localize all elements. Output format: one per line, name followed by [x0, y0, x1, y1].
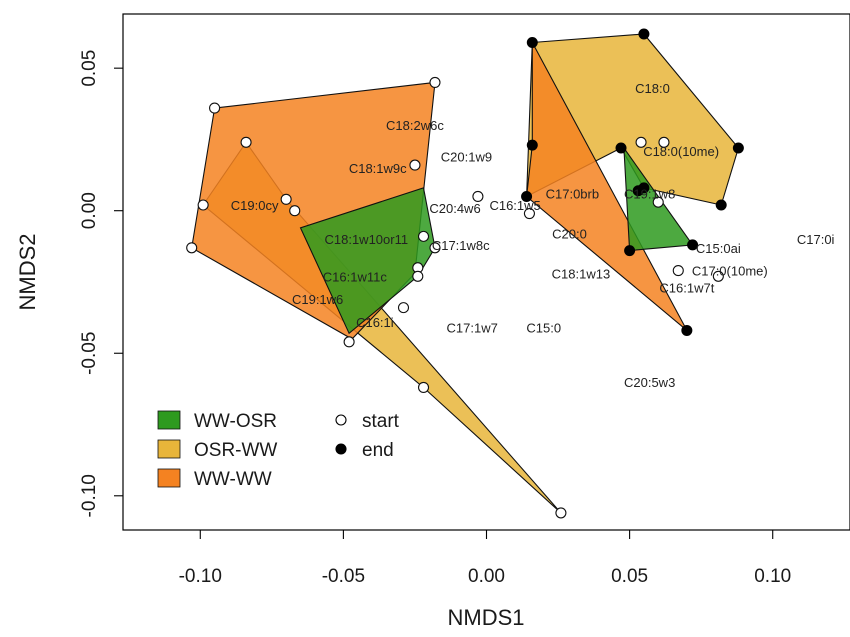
y-axis-title: NMDS2 — [15, 233, 40, 310]
y-axis: -0.10 -0.05 0.00 0.05 — [79, 50, 123, 517]
species-label: C20:4w6 — [429, 201, 480, 216]
species-label: C20:5w3 — [624, 375, 675, 390]
x-tick-label: 0.05 — [611, 566, 648, 587]
hull-ww-osr-0 — [299, 187, 436, 335]
species-label: C17:0i — [797, 232, 835, 247]
species-label: C17:0(10me) — [692, 264, 768, 279]
start-point — [672, 265, 684, 277]
end-point — [526, 37, 538, 49]
start-point — [652, 196, 664, 208]
start-point — [658, 136, 670, 148]
start-point — [409, 159, 421, 171]
species-label: C16:1w5 — [489, 198, 540, 213]
start-point — [523, 208, 535, 220]
end-point — [624, 245, 636, 257]
start-point — [412, 270, 424, 282]
start-point — [240, 136, 252, 148]
species-label: C18:0(10me) — [643, 144, 719, 159]
end-point — [526, 139, 538, 151]
start-point — [417, 230, 430, 242]
species-label: C19:1w6 — [292, 292, 343, 307]
species-labels: C18:0 C18:2w6c C20:1w9 C18:0(10me) C18:1w9c C… — [231, 81, 835, 390]
start-point — [186, 242, 198, 254]
site-points — [186, 28, 744, 519]
end-point — [732, 142, 744, 154]
species-label: C20:0 — [552, 227, 587, 242]
x-axis: -0.10 -0.05 0.00 0.05 0.10 — [179, 530, 791, 587]
start-point — [429, 76, 441, 88]
species-label: C17:1w8c — [432, 238, 490, 253]
legend-start-marker — [335, 414, 347, 426]
species-label: C20:1w9 — [441, 150, 492, 165]
start-point — [209, 102, 221, 114]
species-label: C17:0brb — [546, 187, 599, 202]
legend: WW-OSR OSR-WW WW-WW start end — [157, 410, 400, 490]
legend-label: start — [362, 411, 400, 432]
end-point — [687, 239, 699, 251]
y-tick-label: -0.10 — [79, 474, 100, 517]
legend-label: WW-WW — [194, 469, 272, 490]
start-point — [280, 193, 292, 205]
species-label: C15:0 — [526, 321, 561, 336]
legend-swatch-ww-ww — [157, 468, 181, 488]
species-label: C18:1w10or11 — [324, 232, 408, 247]
species-label: C16:1w7t — [659, 281, 714, 296]
legend-swatch-ww-osr — [157, 410, 181, 430]
start-point — [289, 205, 301, 217]
start-point — [197, 199, 209, 211]
x-tick-label: 0.00 — [468, 566, 505, 587]
legend-end-marker — [335, 443, 347, 455]
end-point — [632, 185, 644, 197]
x-axis-title: NMDS1 — [447, 605, 524, 630]
x-tick-label: -0.10 — [179, 566, 222, 587]
start-point — [472, 190, 484, 203]
species-label: C18:2w6c — [386, 118, 444, 133]
start-point — [343, 336, 355, 348]
end-point — [521, 190, 533, 202]
end-point — [681, 324, 693, 336]
start-point — [712, 270, 724, 282]
legend-swatch-osr-ww — [157, 439, 181, 459]
species-label: C18:0 — [635, 81, 670, 96]
legend-label: end — [362, 440, 394, 461]
species-label: C19:1w8 — [624, 187, 675, 202]
start-point — [417, 381, 430, 394]
species-label: C16:1w11c — [323, 269, 388, 284]
species-label: C19:0cy — [231, 198, 279, 213]
species-label: C18:1w9c — [349, 161, 407, 176]
end-point — [638, 28, 650, 40]
y-tick-label: 0.00 — [79, 192, 100, 229]
start-point — [397, 302, 410, 314]
y-tick-label: -0.05 — [79, 332, 100, 375]
x-tick-label: -0.05 — [322, 566, 365, 587]
species-label: C16:1i — [356, 315, 394, 330]
species-label: C18:1w13 — [552, 266, 611, 281]
species-label: C17:1w7 — [447, 321, 498, 336]
y-tick-label: 0.05 — [79, 50, 100, 87]
end-point — [615, 142, 627, 154]
start-point — [429, 242, 441, 254]
start-point — [635, 136, 647, 148]
end-point — [715, 199, 727, 211]
species-label: C15:0ai — [696, 241, 741, 256]
legend-label: OSR-WW — [194, 440, 277, 461]
start-point — [555, 507, 567, 519]
group-hulls — [191, 33, 740, 514]
x-tick-label: 0.10 — [754, 566, 791, 587]
legend-label: WW-OSR — [194, 411, 277, 432]
